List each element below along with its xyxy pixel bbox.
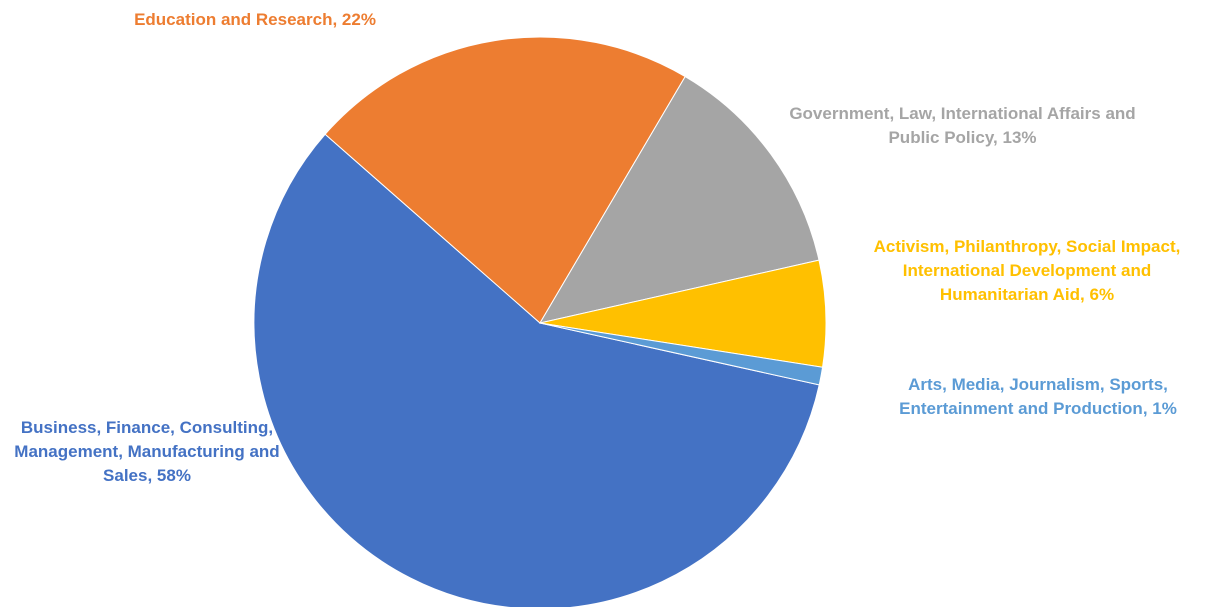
slice-label-government-name: Government, Law, International Affairs a… [789, 104, 1136, 147]
slice-label-business-value: 58% [156, 466, 191, 485]
slice-label-activism: Activism, Philanthropy, Social Impact, I… [873, 237, 1181, 304]
slice-label-arts-name: Arts, Media, Journalism, Sports, Enterta… [899, 375, 1168, 418]
pie-slice-government [538, 75, 820, 324]
slice-label-government-value: 13% [1002, 128, 1037, 147]
slice-label-education: Education and Research, 22% [134, 10, 376, 29]
slice-label-education-value: 22% [341, 10, 376, 29]
slice-label-business: Business, Finance, Consulting, Managemen… [14, 418, 280, 485]
slice-label-government: Government, Law, International Affairs a… [789, 104, 1136, 147]
slice-label-education-name: Education and Research [134, 10, 333, 29]
slice-label-activism-name: Activism, Philanthropy, Social Impact, I… [873, 237, 1181, 304]
slice-label-arts: Arts, Media, Journalism, Sports, Enterta… [899, 375, 1177, 418]
slice-label-activism-value: 6% [1089, 285, 1115, 304]
pie-slice-arts [539, 322, 824, 386]
slice-label-business-name: Business, Finance, Consulting, Managemen… [14, 418, 280, 485]
slice-label-arts-value: 1% [1152, 399, 1177, 418]
pie-slice-business [253, 133, 820, 607]
pie-slice-education [324, 36, 686, 324]
